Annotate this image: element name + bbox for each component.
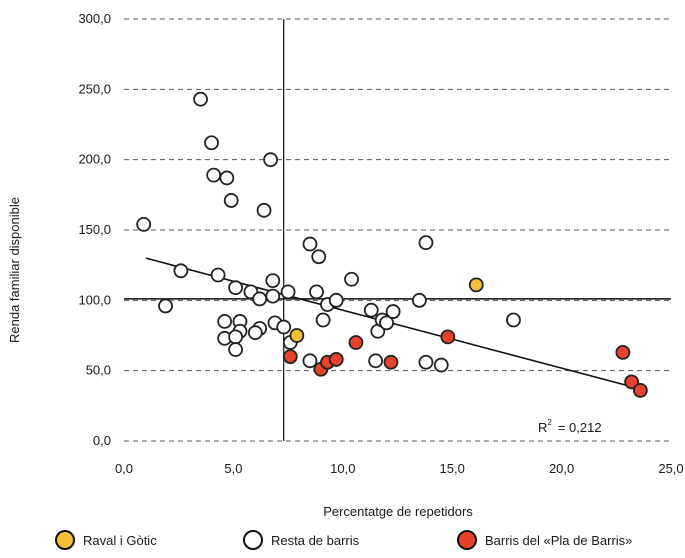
data-point [379,315,394,331]
data-point [289,328,305,343]
data-point [468,277,484,293]
data-point [223,193,239,208]
data-point [193,91,208,107]
y-tick-label: 100,0 [78,292,111,307]
data-point [282,349,298,365]
legend-label-raval: Raval i Gòtic [83,532,157,548]
data-point [263,152,278,168]
data-point [204,135,219,151]
r-squared-value: = 0,212 [558,420,602,435]
data-point [363,302,379,318]
data-point [136,216,152,232]
data-point [228,280,243,296]
y-tick-label: 50,0 [86,363,111,378]
legend-item-raval: Raval i Gòtic [55,530,157,550]
y-axis-label: Renda familiar disponible [7,197,22,343]
data-point [217,314,233,329]
data-point [302,236,318,252]
data-point [624,374,640,390]
data-point [315,312,331,328]
y-tick-label: 250,0 [78,81,111,96]
legend-swatch-resta [243,530,263,550]
data-point [210,267,226,283]
legend-item-pla: Barris del «Pla de Barris» [457,530,632,550]
data-point [328,352,344,367]
data-point [383,354,399,370]
data-point [265,273,281,289]
data-point [256,202,272,218]
data-point [418,354,434,370]
x-tick-label: 25,0 [658,461,683,476]
x-tick-label: 20,0 [549,461,574,476]
legend-label-pla: Barris del «Pla de Barris» [485,532,633,548]
y-tick-label: 0,0 [93,433,111,448]
data-point [158,298,173,314]
data-point [385,304,401,319]
legend: Raval i Gòtic Resta de barris Barris del… [0,530,685,558]
data-point [433,357,449,373]
y-tick-label: 200,0 [78,152,111,167]
data-point [615,344,631,360]
data-point [418,235,434,251]
legend-label-resta: Resta de barris [271,532,360,548]
legend-swatch-raval [55,530,75,550]
x-tick-label: 10,0 [330,461,355,476]
data-point [328,292,344,308]
legend-item-resta: Resta de barris [243,530,359,550]
data-point [173,263,189,279]
data-point [506,312,521,328]
data-point [206,167,222,183]
y-tick-label: 300,0 [78,11,111,26]
y-axis-ticks: 0,0 50,0 100,0 150,0 200,0 250,0 300,0 [78,11,111,448]
r-squared-superscript: 2 [547,418,552,427]
data-point [344,271,359,287]
x-tick-label: 0,0 [115,461,133,476]
r-squared-label: R [538,420,547,435]
data-point [280,284,296,300]
data-point [368,353,384,369]
x-tick-label: 5,0 [224,461,242,476]
x-axis-label: Percentatge de repetidors [323,504,473,519]
r-squared-annotation: R2 = 0,212 [538,418,602,435]
y-tick-label: 150,0 [78,222,111,237]
data-point [219,170,235,186]
data-point [276,319,292,335]
data-point [228,329,243,345]
data-point [247,325,263,341]
x-tick-label: 15,0 [440,461,465,476]
data-point [252,291,268,307]
data-point [348,335,364,350]
data-point [411,292,427,308]
x-axis-ticks: 0,0 5,0 10,0 15,0 20,0 25,0 [115,461,684,476]
data-point [632,382,648,398]
gridlines [124,18,671,442]
data-point [265,288,281,304]
legend-swatch-pla [457,530,477,550]
scatter-chart: 0,0 50,0 100,0 150,0 200,0 250,0 300,0 0,0 5,0 1… [7,11,684,519]
data-point [440,329,456,345]
data-point [311,249,327,265]
data-point [228,342,243,357]
data-point [309,284,324,300]
data-point [302,353,318,369]
reference-lines [124,19,671,441]
data-points [136,91,648,398]
